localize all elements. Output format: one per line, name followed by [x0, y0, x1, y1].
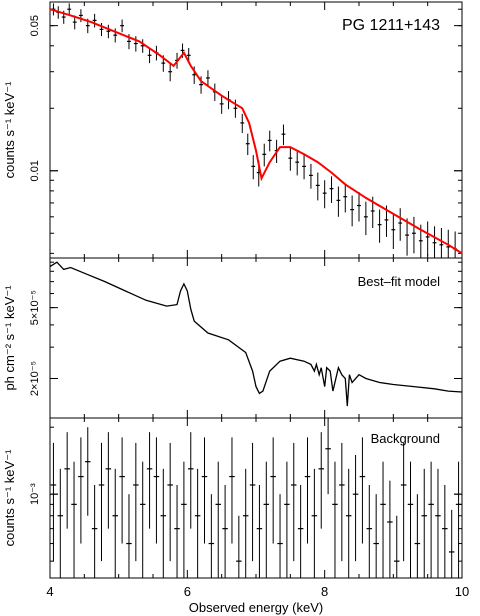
x-tick-label: 6	[184, 584, 191, 599]
y-axis-label: counts s⁻¹ keV⁻¹	[2, 81, 17, 178]
panel-1: 0.05 0.01 counts s⁻¹ keV⁻¹ PG 1211+143	[2, 1, 463, 259]
series-line	[49, 261, 463, 407]
y-tick-label: 0.01	[29, 160, 41, 181]
x-tick-label: 8	[321, 584, 328, 599]
model-line	[49, 8, 463, 255]
x-tick-label: 4	[46, 584, 53, 599]
y-axis-label: ph cm⁻² s⁻¹ keV⁻¹	[2, 285, 17, 391]
x-tick-label: 10	[455, 584, 469, 599]
panel-2: 5×10⁻⁵ 2×10⁻⁵ ph cm⁻² s⁻¹ keV⁻¹ Best–fit mo…	[2, 257, 463, 419]
y-tick-label: 2×10⁻⁵	[29, 361, 41, 396]
panel-title: Background	[371, 431, 440, 446]
panel-3: 10⁻³ counts s⁻¹ keV⁻¹ Background 4 6 8 10 Obser…	[2, 417, 469, 615]
y-tick-label: 0.05	[29, 15, 41, 36]
panel-title: Best–fit model	[358, 274, 440, 289]
y-axis-label: counts s⁻¹ keV⁻¹	[2, 449, 17, 546]
panel-title: PG 1211+143	[342, 17, 440, 34]
x-axis-label: Observed energy (keV)	[189, 600, 323, 615]
y-tick-label: 10⁻³	[29, 483, 41, 505]
y-tick-label: 5×10⁻⁵	[29, 290, 41, 325]
